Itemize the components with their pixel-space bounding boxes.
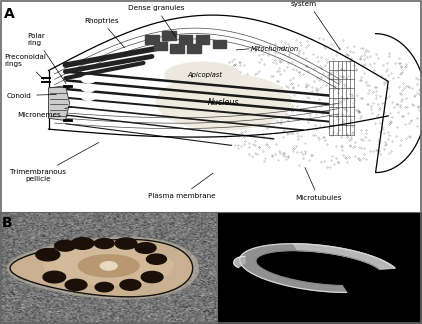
Circle shape [100, 261, 117, 270]
Text: Apicoplast: Apicoplast [187, 72, 222, 78]
Text: Intramembranous particler
defining filamentous
system: Intramembranous particler defining filam… [255, 0, 352, 50]
Ellipse shape [78, 255, 139, 277]
Bar [170, 44, 184, 52]
Bar [187, 44, 201, 52]
Circle shape [135, 243, 156, 253]
Text: Trimembranous
pellicle: Trimembranous pellicle [10, 143, 99, 182]
Bar [162, 31, 176, 40]
Ellipse shape [165, 62, 241, 88]
Text: Polar
ring: Polar ring [27, 33, 66, 84]
Polygon shape [49, 15, 422, 173]
Text: Dense granules: Dense granules [128, 5, 184, 37]
Circle shape [95, 238, 114, 249]
Text: Micronemes: Micronemes [17, 107, 71, 118]
Polygon shape [7, 237, 199, 299]
Text: Microtubules: Microtubules [295, 168, 342, 202]
Bar [213, 40, 226, 48]
Circle shape [43, 271, 66, 283]
Text: Preconoidal
rings: Preconoidal rings [4, 54, 46, 79]
Circle shape [65, 279, 87, 291]
Circle shape [146, 254, 166, 264]
Circle shape [36, 249, 60, 261]
Text: Conoid: Conoid [6, 93, 56, 98]
Bar [145, 35, 159, 44]
Circle shape [115, 238, 137, 249]
Bar [154, 42, 167, 50]
Text: B: B [2, 215, 13, 230]
Text: Plasma membrane: Plasma membrane [148, 173, 215, 199]
Polygon shape [240, 244, 395, 293]
Text: C: C [219, 215, 230, 230]
Ellipse shape [156, 74, 291, 130]
Circle shape [81, 84, 96, 92]
Circle shape [141, 272, 163, 283]
Text: Nucleus: Nucleus [208, 98, 239, 107]
Polygon shape [293, 244, 395, 269]
Polygon shape [10, 239, 192, 297]
Circle shape [95, 283, 114, 292]
Text: Rhoptries: Rhoptries [84, 18, 125, 48]
Text: Mitochondrion: Mitochondrion [251, 46, 299, 52]
Circle shape [120, 280, 141, 290]
Circle shape [71, 238, 94, 249]
Circle shape [81, 75, 96, 83]
Polygon shape [43, 246, 174, 286]
Circle shape [55, 240, 76, 251]
Polygon shape [49, 86, 70, 121]
Polygon shape [234, 256, 245, 268]
Text: A: A [4, 6, 15, 20]
Bar [196, 35, 209, 44]
Bar [179, 35, 192, 44]
Circle shape [81, 93, 96, 100]
